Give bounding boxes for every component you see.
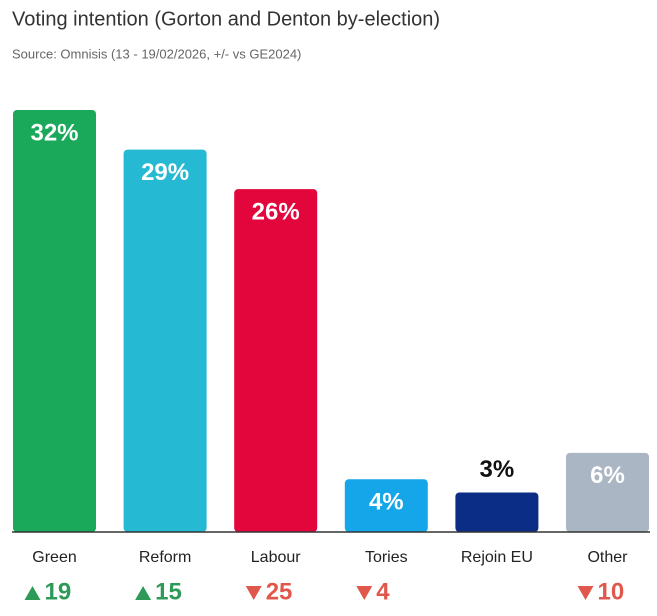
change-label: 15 (155, 578, 182, 605)
category-label: Green (32, 549, 76, 566)
value-label: 6% (590, 462, 625, 489)
bar (234, 189, 318, 532)
down-arrow (356, 586, 373, 600)
bar (13, 110, 96, 532)
bar (123, 149, 207, 532)
category-label: Rejoin EU (461, 549, 533, 566)
change-label: 10 (598, 578, 625, 605)
value-label: 32% (30, 119, 78, 146)
category-label: Tories (365, 549, 408, 566)
chart-title: Voting intention (Gorton and Denton by-e… (12, 8, 440, 30)
up-arrow (135, 586, 152, 600)
value-label: 29% (141, 159, 189, 186)
category-label: Labour (251, 549, 301, 566)
up-arrow (24, 586, 41, 600)
change-label: 25 (266, 578, 293, 605)
bar (455, 492, 539, 532)
down-arrow (245, 586, 262, 600)
chart-subtitle: Source: Omnisis (13 - 19/02/2026, +/- vs… (12, 46, 301, 61)
bar (344, 479, 428, 532)
change-label: 19 (45, 578, 72, 605)
bar (566, 452, 649, 532)
change-label: 4 (376, 578, 390, 605)
value-label: 4% (369, 489, 404, 516)
value-label: 26% (252, 198, 300, 225)
down-arrow (577, 586, 594, 600)
value-label: 3% (480, 456, 515, 483)
category-label: Other (587, 549, 628, 566)
category-label: Reform (139, 549, 191, 566)
